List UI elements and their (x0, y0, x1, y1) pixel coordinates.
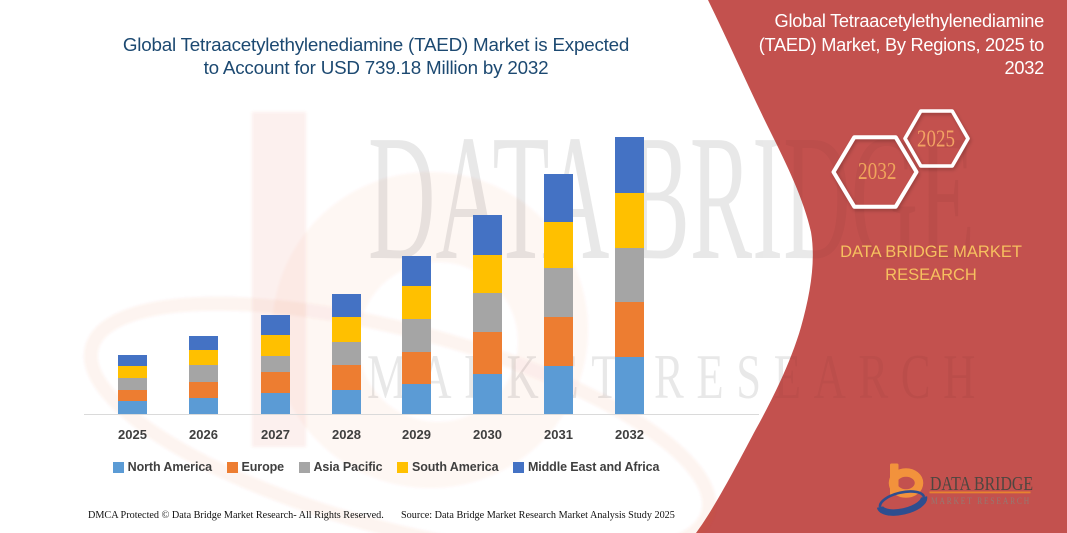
svg-text:DATA BRIDGE: DATA BRIDGE (930, 473, 1033, 495)
svg-text:DATA BRIDGE: DATA BRIDGE (368, 98, 975, 297)
svg-text:MARKET RESEARCH: MARKET RESEARCH (367, 341, 988, 412)
svg-text:2032: 2032 (858, 158, 897, 185)
svg-text:2025: 2025 (917, 127, 955, 153)
svg-text:MARKET RESEARCH: MARKET RESEARCH (931, 496, 1031, 506)
